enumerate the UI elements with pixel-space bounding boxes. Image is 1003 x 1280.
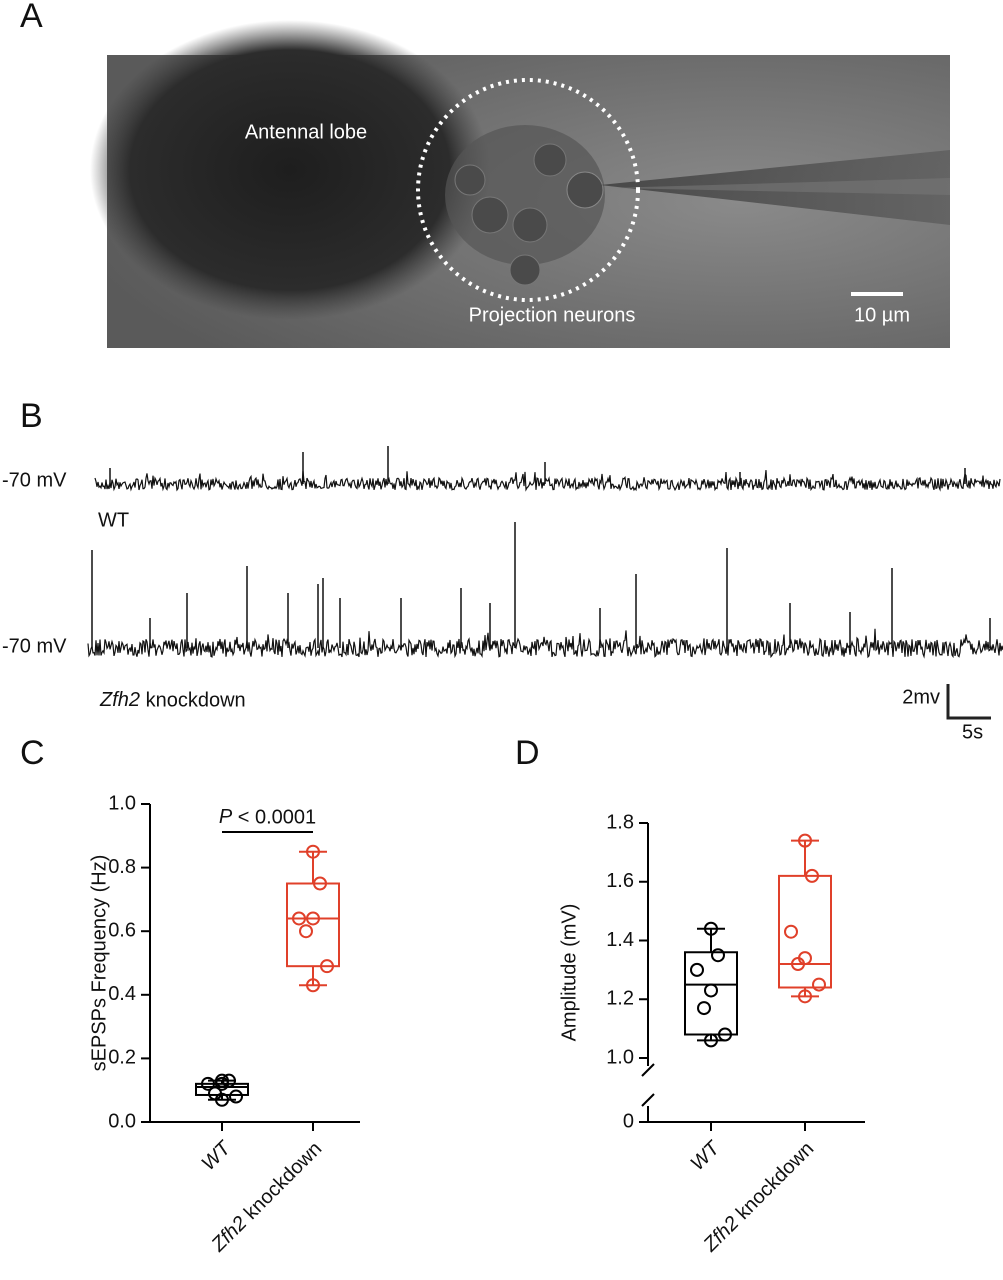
y-tick-label: 0 xyxy=(623,1110,634,1132)
x-tick-label: WT xyxy=(687,1136,726,1175)
traces xyxy=(87,446,1003,659)
data-point xyxy=(292,911,306,926)
data-point xyxy=(711,948,725,963)
annotation: Projection neurons xyxy=(469,304,636,326)
y-tick-label: 1.8 xyxy=(606,811,634,833)
trace-label: WT xyxy=(98,509,129,531)
data-point xyxy=(306,911,320,926)
data-point xyxy=(690,962,704,977)
y-tick-label: 1.2 xyxy=(606,988,634,1010)
data-point xyxy=(697,1001,711,1016)
axis-break xyxy=(641,1063,655,1077)
box xyxy=(778,874,832,989)
y-tick-label: 0.0 xyxy=(108,1110,136,1132)
data-point xyxy=(798,989,812,1004)
data-point xyxy=(306,978,320,993)
data-point xyxy=(812,977,826,992)
y-axis-label: Amplitude (mV) xyxy=(558,904,580,1042)
x-tick-label: WT xyxy=(198,1136,237,1175)
scale-bar-label: 2mv xyxy=(902,686,940,708)
significance-label: P < 0.0001 xyxy=(219,806,316,828)
y-tick-label: 0.2 xyxy=(108,1047,136,1069)
y-tick-label: 1.0 xyxy=(108,792,136,814)
data-point xyxy=(791,957,805,971)
y-tick-label: 1.4 xyxy=(606,929,634,951)
panel-label: C xyxy=(20,734,45,772)
panel-label: A xyxy=(20,0,43,35)
data-point xyxy=(215,1076,229,1091)
y-tick-label: 0.6 xyxy=(108,919,136,941)
data-point xyxy=(229,1089,243,1104)
y-axis-label: sEPSPs Frequency (Hz) xyxy=(88,855,110,1072)
panel-label: D xyxy=(515,734,540,772)
baseline-label: -70 mV xyxy=(2,469,67,491)
data-point xyxy=(704,921,718,936)
y-tick-label: 1.6 xyxy=(606,870,634,892)
box xyxy=(195,1082,249,1096)
annotation: Antennal lobe xyxy=(245,121,367,143)
baseline-label: -70 mV xyxy=(2,635,67,657)
scale-bar-label: 10 µm xyxy=(854,304,910,326)
trace-label: Zfh2 knockdown xyxy=(99,689,246,711)
micrograph xyxy=(90,20,950,348)
data-point xyxy=(704,1033,718,1048)
scale-bar xyxy=(946,684,991,720)
data-point xyxy=(313,876,327,891)
data-point xyxy=(784,924,798,939)
data-point xyxy=(805,868,819,883)
axis-break xyxy=(641,1093,655,1107)
panel-label: B xyxy=(20,397,43,435)
data-point xyxy=(798,833,812,848)
data-point xyxy=(320,959,334,974)
y-tick-label: 0.8 xyxy=(108,856,136,878)
trace xyxy=(94,470,1001,492)
y-tick-label: 0.4 xyxy=(108,983,136,1005)
data-point xyxy=(306,844,320,859)
data-point xyxy=(704,983,718,998)
data-point xyxy=(215,1092,229,1107)
y-tick-label: 1.0 xyxy=(606,1046,634,1068)
data-point xyxy=(718,1027,732,1042)
scale-bar-label: 5s xyxy=(962,721,983,743)
trace xyxy=(87,628,1003,659)
data-point xyxy=(299,924,313,939)
data-point xyxy=(201,1076,215,1091)
data-point xyxy=(222,1073,236,1088)
